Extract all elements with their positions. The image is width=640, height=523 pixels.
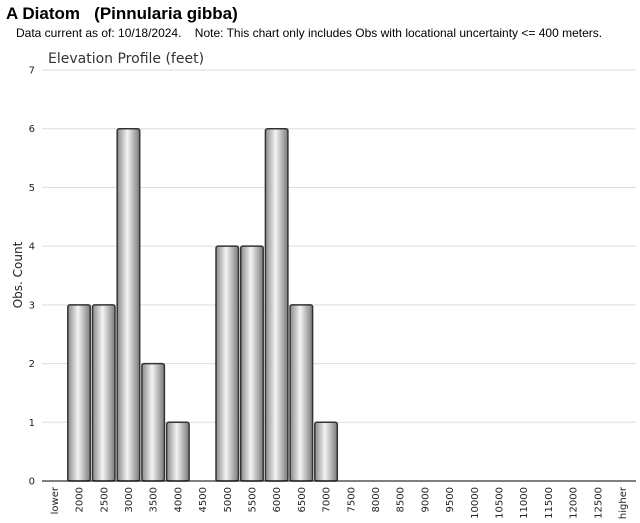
y-tick-label: 6 (29, 124, 35, 135)
bar-6500 (289, 304, 314, 482)
bar-5500 (239, 245, 264, 482)
x-tick-label: 2000 (75, 487, 86, 512)
bar-2000 (67, 304, 92, 482)
x-tick-label: 4500 (198, 487, 209, 512)
species-common-name: A Diatom (6, 4, 80, 23)
x-tick-label: 12000 (569, 487, 580, 519)
x-tick-label: 7000 (322, 487, 333, 512)
bar-5000 (215, 245, 240, 482)
bars (67, 127, 339, 482)
x-tick-label: 7500 (346, 487, 357, 512)
y-tick-label: 0 (29, 477, 35, 488)
x-tick-label: 9000 (420, 487, 431, 512)
x-tick-label: 8000 (371, 487, 382, 512)
y-tick-label: 1 (29, 418, 35, 429)
y-tick-label: 7 (29, 66, 35, 77)
x-tick-label: 6000 (272, 487, 283, 512)
x-tick-label: 3500 (149, 487, 160, 512)
bar-2500 (91, 304, 116, 482)
bar-4000 (165, 421, 190, 482)
y-axis-ticks: 0 1 2 3 4 5 6 7 (29, 66, 35, 488)
gridlines (42, 69, 636, 482)
x-tick-label: 12500 (593, 487, 604, 519)
bar-7000 (314, 421, 339, 482)
chart-title: Elevation Profile (feet) (48, 51, 204, 67)
y-axis-label: Obs. Count (11, 241, 25, 308)
x-tick-label: 9500 (445, 487, 456, 512)
x-tick-label: 11000 (519, 487, 530, 519)
y-tick-label: 5 (29, 183, 35, 194)
x-tick-label: 4000 (173, 487, 184, 512)
data-note: Data current as of: 10/18/2024. Note: Th… (16, 26, 603, 40)
page-title: A Diatom (Pinnularia gibba) (6, 4, 238, 24)
species-latin-name: (Pinnularia gibba) (94, 4, 238, 23)
bar-3500 (141, 362, 166, 482)
x-tick-label: 10500 (494, 487, 505, 519)
bar-3000 (116, 127, 141, 482)
x-tick-label: 5000 (223, 487, 234, 512)
x-tick-label: 2500 (99, 487, 110, 512)
x-tick-label: 10000 (470, 487, 481, 519)
x-tick-label: lower (50, 486, 61, 514)
bar-6000 (264, 127, 289, 482)
x-tick-label: 3000 (124, 487, 135, 512)
y-tick-label: 4 (29, 242, 35, 253)
y-tick-label: 2 (29, 359, 35, 370)
x-tick-label: 11500 (544, 487, 555, 519)
y-tick-label: 3 (29, 300, 35, 311)
x-tick-label: 5500 (247, 487, 258, 512)
x-axis-ticks: lower 2000 2500 3000 3500 4000 4500 5000 5500 600… (50, 486, 629, 519)
x-tick-label: 6500 (297, 487, 308, 512)
x-tick-label: higher (618, 486, 629, 519)
x-tick-label: 8500 (396, 487, 407, 512)
